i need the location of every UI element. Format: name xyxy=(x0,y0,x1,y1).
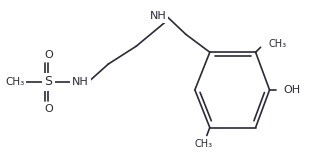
Text: NH: NH xyxy=(150,11,166,21)
Text: O: O xyxy=(44,50,53,60)
Text: O: O xyxy=(44,104,53,114)
Text: S: S xyxy=(44,75,52,89)
Text: CH₃: CH₃ xyxy=(269,39,287,49)
Text: CH₃: CH₃ xyxy=(195,139,213,149)
Text: NH: NH xyxy=(72,77,89,87)
Text: CH₃: CH₃ xyxy=(5,77,24,87)
Text: OH: OH xyxy=(284,85,301,95)
